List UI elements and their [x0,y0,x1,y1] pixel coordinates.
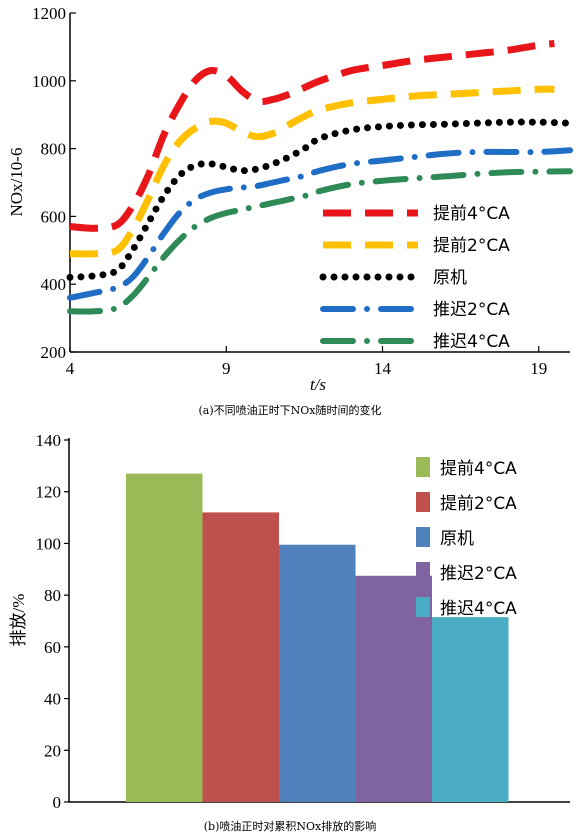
y-tick-label-a: 600 [41,207,67,226]
legend-label-a: 推迟4°CA [433,332,510,352]
legend-label-a: 提前2°CA [433,236,510,256]
legend-label-a: 原机 [433,268,467,288]
y-tick-label-b: 40 [44,690,61,709]
y-tick-label-a: 800 [41,140,67,159]
legend-label-a: 提前4°CA [433,204,510,224]
x-tick-label-a: 19 [530,359,547,378]
bar-1 [202,512,279,802]
bar-0 [126,473,203,802]
y-tick-label-b: 140 [36,431,62,450]
legend-swatch-b [416,492,430,512]
ticks-a: 200 400 600 800 1000 1200 4 9 14 19 [32,4,547,378]
y-tick-label-b: 60 [44,638,61,657]
ticks-b: 0 20 40 60 80 100 120 140 [36,431,69,812]
y-tick-label-a: 1000 [32,72,66,91]
series-a [66,40,574,315]
legend-label-a: 推迟2°CA [433,300,510,320]
x-tick-label-a: 9 [222,359,231,378]
legend-swatch-b [416,527,430,547]
bar-2 [279,544,356,802]
y-tick-label-a: 1200 [32,4,66,23]
x-tick-label-a: 4 [66,359,75,378]
legend-swatch-b [416,457,430,477]
y-tick-label-b: 100 [36,534,62,553]
y-axis-label-b: 排放/% [9,594,28,647]
y-axis-label-a-group: NOx/10-6 [7,148,26,217]
series-line-4 [67,168,573,315]
legend-swatch-b [416,597,430,617]
y-tick-label-b: 20 [44,741,61,760]
bars-b [126,473,509,802]
legend-label-b: 提前4°CA [440,459,517,479]
legend-label-b: 推迟4°CA [440,599,517,619]
legend-swatch-b [416,562,430,582]
caption-b: (b)喷油正时对累积NOx排放的影响 [204,819,376,833]
y-tick-label-a: 400 [41,275,67,294]
y-axis-label-b-group: 排放/% [9,594,28,647]
legend-label-b: 原机 [440,529,474,549]
plot-area-a [70,13,570,352]
x-axis-label-a: t/s [310,375,326,394]
legend-label-b: 提前2°CA [440,494,517,514]
bar-4 [432,617,509,802]
line-chart-nox: 200 400 600 800 1000 1200 4 9 14 19 提前4°CA 提前2°CA 原… [7,4,574,417]
series-line-1 [69,85,555,258]
series-line-2 [66,118,574,281]
y-tick-label-b: 80 [44,586,61,605]
series-line-0 [69,40,555,232]
y-tick-label-b: 0 [53,793,62,812]
legend-label-b: 推迟2°CA [440,564,517,584]
y-tick-label-a: 200 [41,343,67,362]
y-tick-label-b: 120 [36,483,62,502]
y-axis-label-a: NOx/10-6 [7,148,26,217]
series-line-3 [67,147,573,301]
x-tick-label-a: 14 [374,359,392,378]
caption-a: (a)不同喷油正时下NOx随时间的变化 [199,403,382,417]
